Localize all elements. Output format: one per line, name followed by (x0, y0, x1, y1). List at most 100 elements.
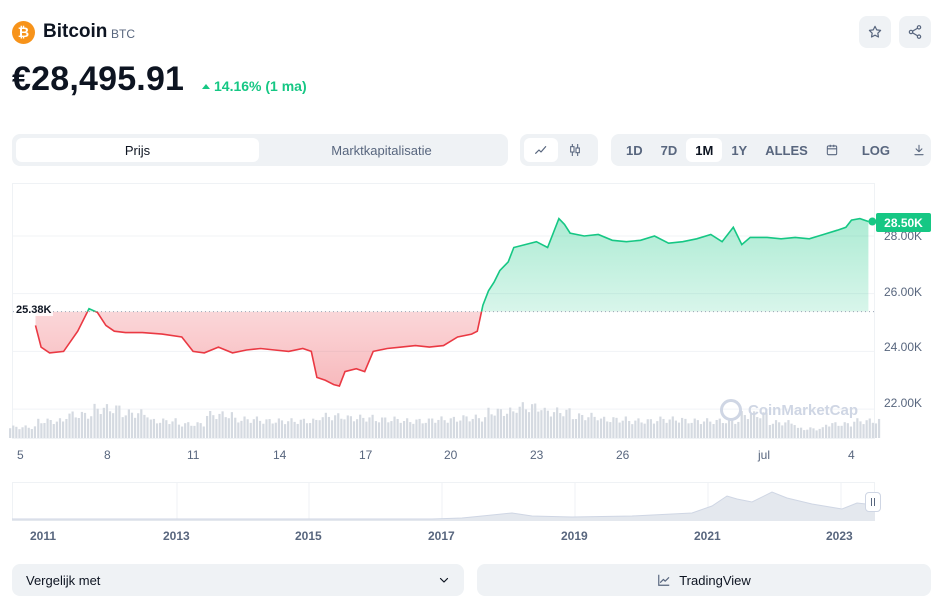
y-tick-label: 28.00K (884, 229, 923, 243)
volume-bar (290, 418, 293, 438)
tab-prijs[interactable]: Prijs (16, 138, 259, 162)
line-chart-icon (535, 146, 547, 154)
volume-bar (806, 429, 809, 438)
volume-bar (715, 419, 718, 438)
share-button[interactable] (899, 16, 931, 48)
watermark-text: CoinMarketCap (748, 401, 859, 419)
volume-bar (159, 422, 162, 438)
volume-bar (603, 416, 606, 438)
volume-bar (740, 411, 743, 438)
volume-bar (652, 423, 656, 438)
range-all-button[interactable]: ALLES (765, 142, 808, 158)
volume-bar (99, 414, 102, 438)
tab-marktkapitalisatie[interactable]: Marktkapitalisatie (331, 142, 432, 158)
tradingview-chart-icon (658, 574, 670, 586)
candlestick-button[interactable] (558, 138, 592, 162)
volume-bar (521, 402, 524, 438)
volume-bar (155, 423, 159, 438)
volume-bar (862, 424, 865, 438)
volume-bar (296, 423, 299, 438)
favorite-button[interactable] (859, 16, 891, 48)
volume-bar (184, 423, 187, 438)
volume-bar (559, 413, 562, 438)
volume-bar (768, 425, 771, 438)
price-chart[interactable] (0, 0, 947, 480)
volume-bar (240, 420, 243, 438)
bitcoin-logo: ₿ (12, 21, 35, 44)
volume-bar (656, 421, 659, 438)
volume-bar (437, 419, 440, 438)
volume-bar (52, 424, 55, 438)
range-1y-button[interactable]: 1Y (731, 142, 748, 158)
volume-bar (246, 419, 249, 438)
volume-bar (662, 418, 665, 438)
volume-bar (406, 418, 409, 438)
compare-with-select[interactable]: Vergelijk met (12, 564, 464, 596)
volume-bar (352, 421, 356, 438)
download-button[interactable] (905, 138, 933, 162)
volume-bar (765, 412, 768, 438)
volume-bar (21, 427, 24, 438)
volume-bar (209, 411, 212, 438)
volume-bar (83, 412, 87, 438)
volume-bar (743, 415, 746, 438)
download-icon (914, 144, 924, 156)
tradingview-button[interactable]: TradingView (477, 564, 931, 596)
volume-bar (502, 415, 506, 438)
volume-bar (796, 427, 800, 438)
year-label: 2023 (826, 529, 853, 543)
x-tick-label: 26 (616, 448, 630, 462)
last-price-dot (868, 217, 877, 226)
volume-bar (302, 418, 306, 438)
year-label: 2015 (295, 529, 322, 543)
volume-bar (399, 422, 402, 438)
volume-bar (677, 422, 681, 438)
volume-bar (753, 411, 756, 438)
volume-bar (299, 419, 302, 438)
volume-bar (249, 422, 252, 438)
volume-bar (821, 427, 824, 438)
volume-bar (146, 417, 149, 438)
volume-bar (77, 417, 80, 438)
volume-bar (737, 421, 740, 438)
volume-bar (37, 418, 40, 438)
volume-bar (93, 403, 96, 438)
volume-bar (65, 418, 68, 438)
volume-bar (108, 411, 112, 438)
volume-bar (149, 419, 152, 438)
navigator-handle[interactable] (865, 492, 881, 512)
volume-bar (418, 418, 421, 438)
volume-bar (18, 429, 21, 438)
range-1m-button[interactable]: 1M (686, 138, 723, 162)
coin-symbol: BTC (111, 27, 135, 41)
volume-bar (674, 420, 677, 438)
volume-bar (327, 416, 331, 438)
volume-bar (465, 416, 468, 438)
log-scale-button[interactable]: LOG (861, 142, 891, 158)
volume-bar (537, 411, 540, 438)
volume-bar (696, 420, 699, 438)
volume-bar (612, 417, 615, 438)
volume-bar (477, 418, 481, 438)
range-7d-button[interactable]: 7D (660, 142, 678, 158)
volume-bar (124, 415, 127, 438)
x-tick-label: 23 (530, 448, 544, 462)
volume-bar (596, 420, 599, 438)
year-label: 2013 (163, 529, 190, 543)
volume-bar (293, 421, 296, 438)
volume-bar (518, 406, 521, 438)
volume-bar (734, 423, 737, 438)
volume-bar (581, 414, 584, 438)
volume-bar (693, 418, 696, 438)
volume-bar (280, 420, 284, 438)
volume-bar (340, 418, 343, 438)
volume-bar (868, 418, 871, 438)
volume-bar (790, 423, 793, 438)
volume-bar (774, 420, 778, 438)
range-1d-button[interactable]: 1D (626, 142, 643, 158)
volume-bar (756, 417, 759, 438)
calendar-button[interactable] (817, 138, 847, 162)
line-chart-button[interactable] (524, 138, 558, 162)
volume-bar (324, 412, 327, 438)
volume-bar (230, 412, 234, 438)
